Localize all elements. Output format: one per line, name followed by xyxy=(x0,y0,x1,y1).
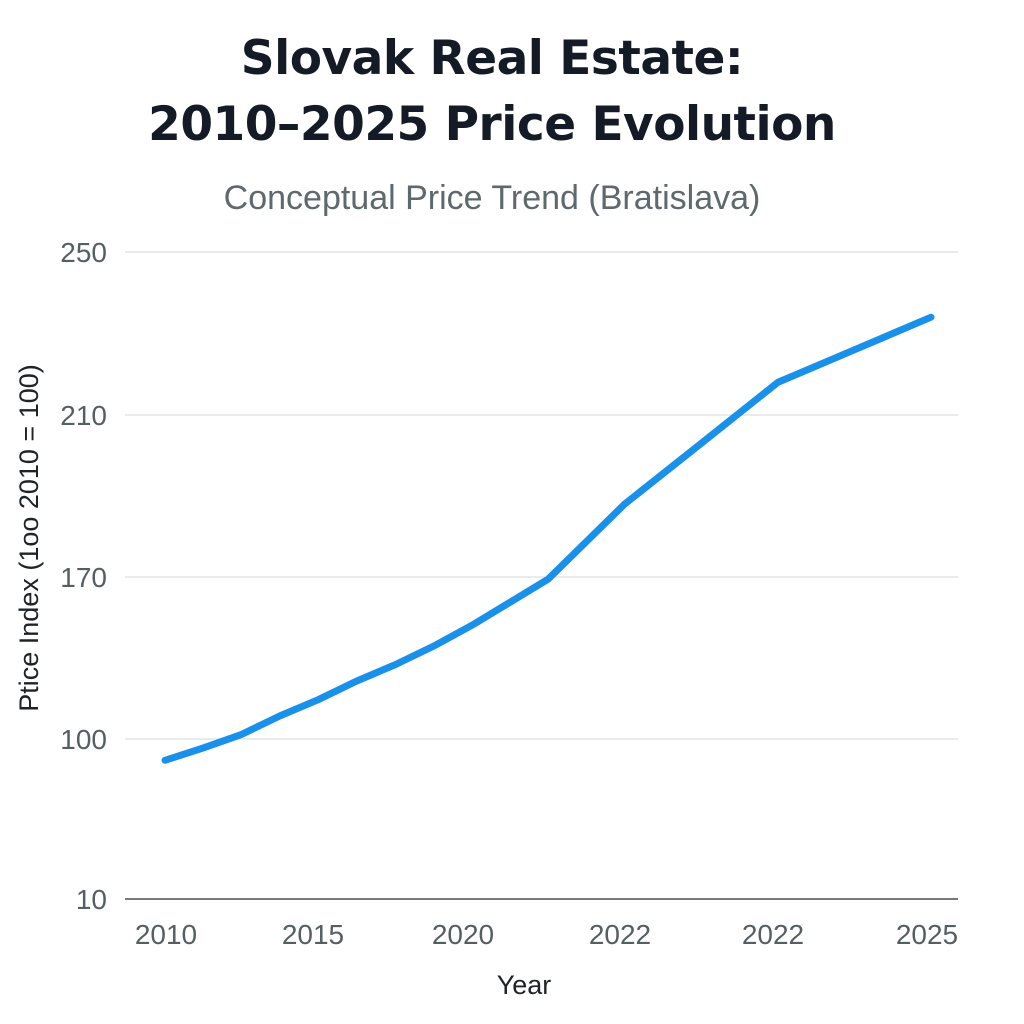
y-tick-label: 10 xyxy=(76,884,107,915)
x-tick-label: 2022 xyxy=(589,919,651,950)
x-tick-label: 2015 xyxy=(282,919,344,950)
x-axis-label: Year xyxy=(497,970,552,1000)
chart-title-line-2: 2010–2025 Price Evolution xyxy=(148,97,836,152)
y-tick-label: 100 xyxy=(60,724,107,755)
chart-subtitle: Conceptual Price Trend (Bratislava) xyxy=(223,179,761,217)
chart-title: Slovak Real Estate: 2010–2025 Price Evol… xyxy=(0,26,984,158)
series-layer xyxy=(161,313,935,764)
chart-title-line-1: Slovak Real Estate: xyxy=(240,31,744,86)
x-tick-label: 2025 xyxy=(896,919,958,950)
x-tick-label: 2010 xyxy=(135,919,197,950)
x-axis-ticks: 2010 2015 2020 2022 2022 2025 xyxy=(135,919,958,950)
y-tick-label: 170 xyxy=(60,562,107,593)
series-line xyxy=(161,313,935,764)
y-tick-label: 250 xyxy=(60,237,107,268)
y-axis-label: Ptice Index (1oo 2010 = 100) xyxy=(14,364,44,712)
gridlines xyxy=(125,251,958,740)
y-tick-label: 210 xyxy=(60,400,107,431)
x-tick-label: 2022 xyxy=(742,919,804,950)
x-tick-label: 2020 xyxy=(432,919,494,950)
y-axis-ticks: 10 100 170 210 250 xyxy=(60,237,107,915)
